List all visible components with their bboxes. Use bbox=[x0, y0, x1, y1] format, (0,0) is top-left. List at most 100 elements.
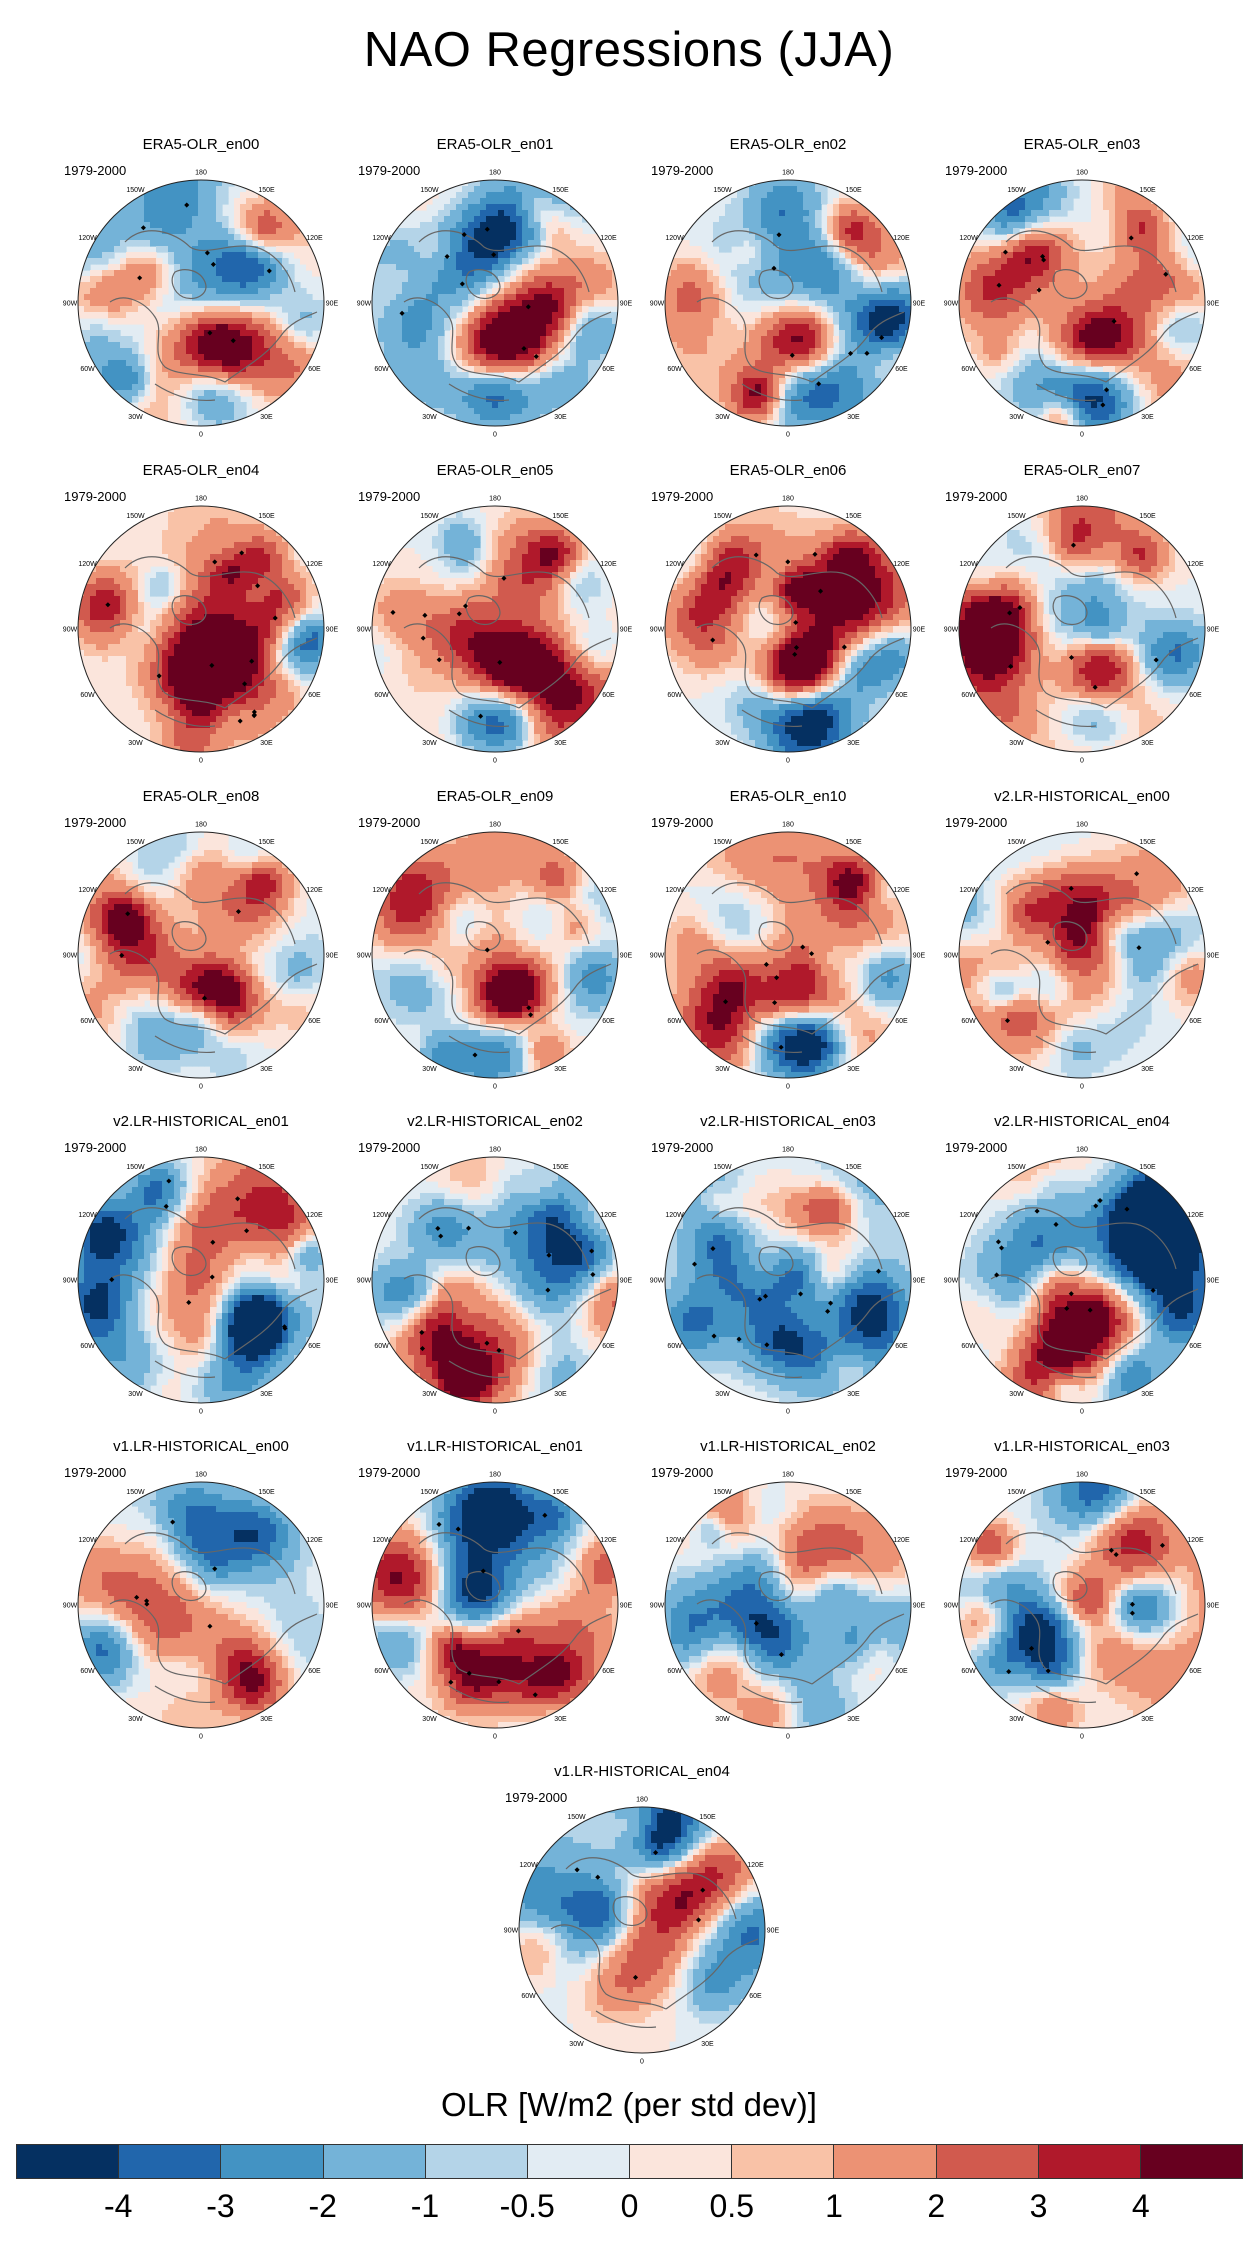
map-panel: v2.LR-HISTORICAL_en04 180 150E 120E 90E 60E 30… bbox=[936, 1113, 1228, 1431]
significance-marker bbox=[798, 1291, 804, 1297]
longitude-label: 120E bbox=[306, 235, 323, 242]
coastline bbox=[109, 556, 318, 728]
significance-marker bbox=[1103, 387, 1110, 393]
longitude-label: 150W bbox=[567, 1814, 586, 1821]
coastline bbox=[990, 1532, 1199, 1704]
longitude-label: 30W bbox=[715, 1066, 730, 1073]
map-boundary-circle bbox=[958, 505, 1206, 753]
longitude-label: 60E bbox=[895, 366, 908, 373]
map-boundary-circle bbox=[371, 831, 619, 1079]
longitude-label: 150W bbox=[420, 839, 439, 846]
polar-stereographic-map: 180 150E 120E 90E 60E 30E 0 30W 60W 90W 120W 150W bbox=[650, 170, 926, 439]
map-panel: v1.LR-HISTORICAL_en01 180 150E 120E 90E 60E 30… bbox=[349, 1438, 641, 1756]
significance-marker bbox=[230, 338, 236, 344]
panel-title: ERA5-OLR_en08 bbox=[55, 788, 347, 805]
significance-marker bbox=[210, 261, 216, 267]
colorbar-swatch bbox=[834, 2145, 937, 2178]
longitude-label: 150E bbox=[258, 513, 275, 520]
significance-marker bbox=[461, 232, 467, 238]
longitude-label: 120E bbox=[1187, 887, 1204, 894]
longitude-label: 30W bbox=[715, 1391, 730, 1398]
colorbar-tick-label: 3 bbox=[1030, 2188, 1048, 2225]
longitude-label: 60E bbox=[308, 1018, 321, 1025]
longitude-label: 30W bbox=[1009, 1716, 1024, 1723]
longitude-label: 30W bbox=[128, 1391, 143, 1398]
longitude-label: 120E bbox=[747, 1862, 764, 1869]
significance-marker bbox=[484, 947, 490, 953]
longitude-label: 90E bbox=[913, 1278, 926, 1285]
longitude-label: 30W bbox=[422, 414, 437, 421]
longitude-label: 120E bbox=[893, 561, 910, 568]
polar-stereographic-map: 180 150E 120E 90E 60E 30E 0 30W 60W 90W 120W 150W bbox=[650, 1472, 926, 1741]
significance-marker bbox=[272, 615, 278, 621]
panel-title: ERA5-OLR_en07 bbox=[936, 462, 1228, 479]
significance-marker bbox=[239, 550, 245, 556]
coastline bbox=[403, 882, 612, 1054]
longitude-label: 180 bbox=[1076, 1472, 1088, 1479]
longitude-label: 30E bbox=[260, 414, 273, 421]
longitude-label: 60W bbox=[961, 1018, 976, 1025]
longitude-label: 90E bbox=[326, 1278, 339, 1285]
significance-marker bbox=[778, 1652, 784, 1658]
longitude-label: 150E bbox=[845, 513, 862, 520]
longitude-label: 150E bbox=[699, 1814, 716, 1821]
longitude-label: 150W bbox=[126, 839, 145, 846]
longitude-label: 120W bbox=[665, 235, 684, 242]
longitude-label: 0 bbox=[786, 1734, 790, 1741]
longitude-label: 120E bbox=[600, 1212, 617, 1219]
longitude-label: 90E bbox=[326, 301, 339, 308]
longitude-label: 120E bbox=[893, 235, 910, 242]
colorbar-title: OLR [W/m2 (per std dev)] bbox=[0, 2086, 1258, 2124]
longitude-label: 60E bbox=[895, 692, 908, 699]
longitude-label: 180 bbox=[782, 170, 794, 177]
significance-marker bbox=[109, 1277, 115, 1283]
colorbar-swatch bbox=[221, 2145, 324, 2178]
polar-stereographic-map: 180 150E 120E 90E 60E 30E 0 30W 60W 90W 120W 150W bbox=[63, 170, 339, 439]
coastline bbox=[696, 882, 905, 1054]
longitude-label: 30E bbox=[260, 1716, 273, 1723]
olr-anomaly-field bbox=[372, 1157, 618, 1403]
longitude-label: 30W bbox=[422, 1066, 437, 1073]
significance-marker bbox=[763, 961, 769, 967]
longitude-label: 120E bbox=[893, 1537, 910, 1544]
panel-title: ERA5-OLR_en00 bbox=[55, 136, 347, 153]
panel-title: v1.LR-HISTORICAL_en00 bbox=[55, 1438, 347, 1455]
colorbar bbox=[16, 2144, 1243, 2179]
longitude-label: 120E bbox=[306, 1212, 323, 1219]
olr-anomaly-field bbox=[959, 180, 1205, 426]
map-panel: ERA5-OLR_en01 180 150E 120E 90E 60E 30E 0 30W 60W… bbox=[349, 136, 641, 454]
longitude-label: 30E bbox=[847, 1391, 860, 1398]
longitude-label: 30E bbox=[847, 414, 860, 421]
colorbar-swatch bbox=[1140, 2145, 1243, 2178]
longitude-label: 150W bbox=[1007, 1489, 1026, 1496]
longitude-label: 90E bbox=[326, 953, 339, 960]
longitude-label: 0 bbox=[786, 758, 790, 765]
map-panel: v2.LR-HISTORICAL_en02 180 150E 120E 90E 60E 30… bbox=[349, 1113, 641, 1431]
longitude-label: 150W bbox=[420, 1164, 439, 1171]
longitude-label: 120E bbox=[600, 887, 617, 894]
longitude-label: 150W bbox=[1007, 839, 1026, 846]
longitude-label: 150W bbox=[126, 513, 145, 520]
longitude-label: 90W bbox=[504, 1928, 519, 1935]
coastline bbox=[990, 556, 1199, 728]
longitude-label: 150W bbox=[1007, 1164, 1026, 1171]
longitude-label: 150W bbox=[713, 513, 732, 520]
panel-title: ERA5-OLR_en10 bbox=[642, 788, 934, 805]
colorbar-tick-label: 0 bbox=[621, 2188, 639, 2225]
longitude-label: 60W bbox=[961, 1668, 976, 1675]
longitude-label: 60W bbox=[80, 1668, 95, 1675]
map-boundary-circle bbox=[664, 179, 912, 427]
significance-marker bbox=[532, 1692, 538, 1698]
map-boundary-circle bbox=[371, 1481, 619, 1729]
longitude-label: 30E bbox=[554, 1716, 567, 1723]
longitude-label: 90E bbox=[767, 1928, 780, 1935]
longitude-label: 90E bbox=[620, 301, 633, 308]
longitude-label: 0 bbox=[1080, 432, 1084, 439]
longitude-label: 150W bbox=[1007, 187, 1026, 194]
longitude-label: 0 bbox=[493, 758, 497, 765]
olr-anomaly-field bbox=[372, 832, 618, 1078]
polar-stereographic-map: 180 150E 120E 90E 60E 30E 0 30W 60W 90W 120W 150W bbox=[63, 1472, 339, 1741]
panel-title: v2.LR-HISTORICAL_en04 bbox=[936, 1113, 1228, 1130]
colorbar-swatch bbox=[119, 2145, 222, 2178]
longitude-label: 150E bbox=[1139, 1489, 1156, 1496]
